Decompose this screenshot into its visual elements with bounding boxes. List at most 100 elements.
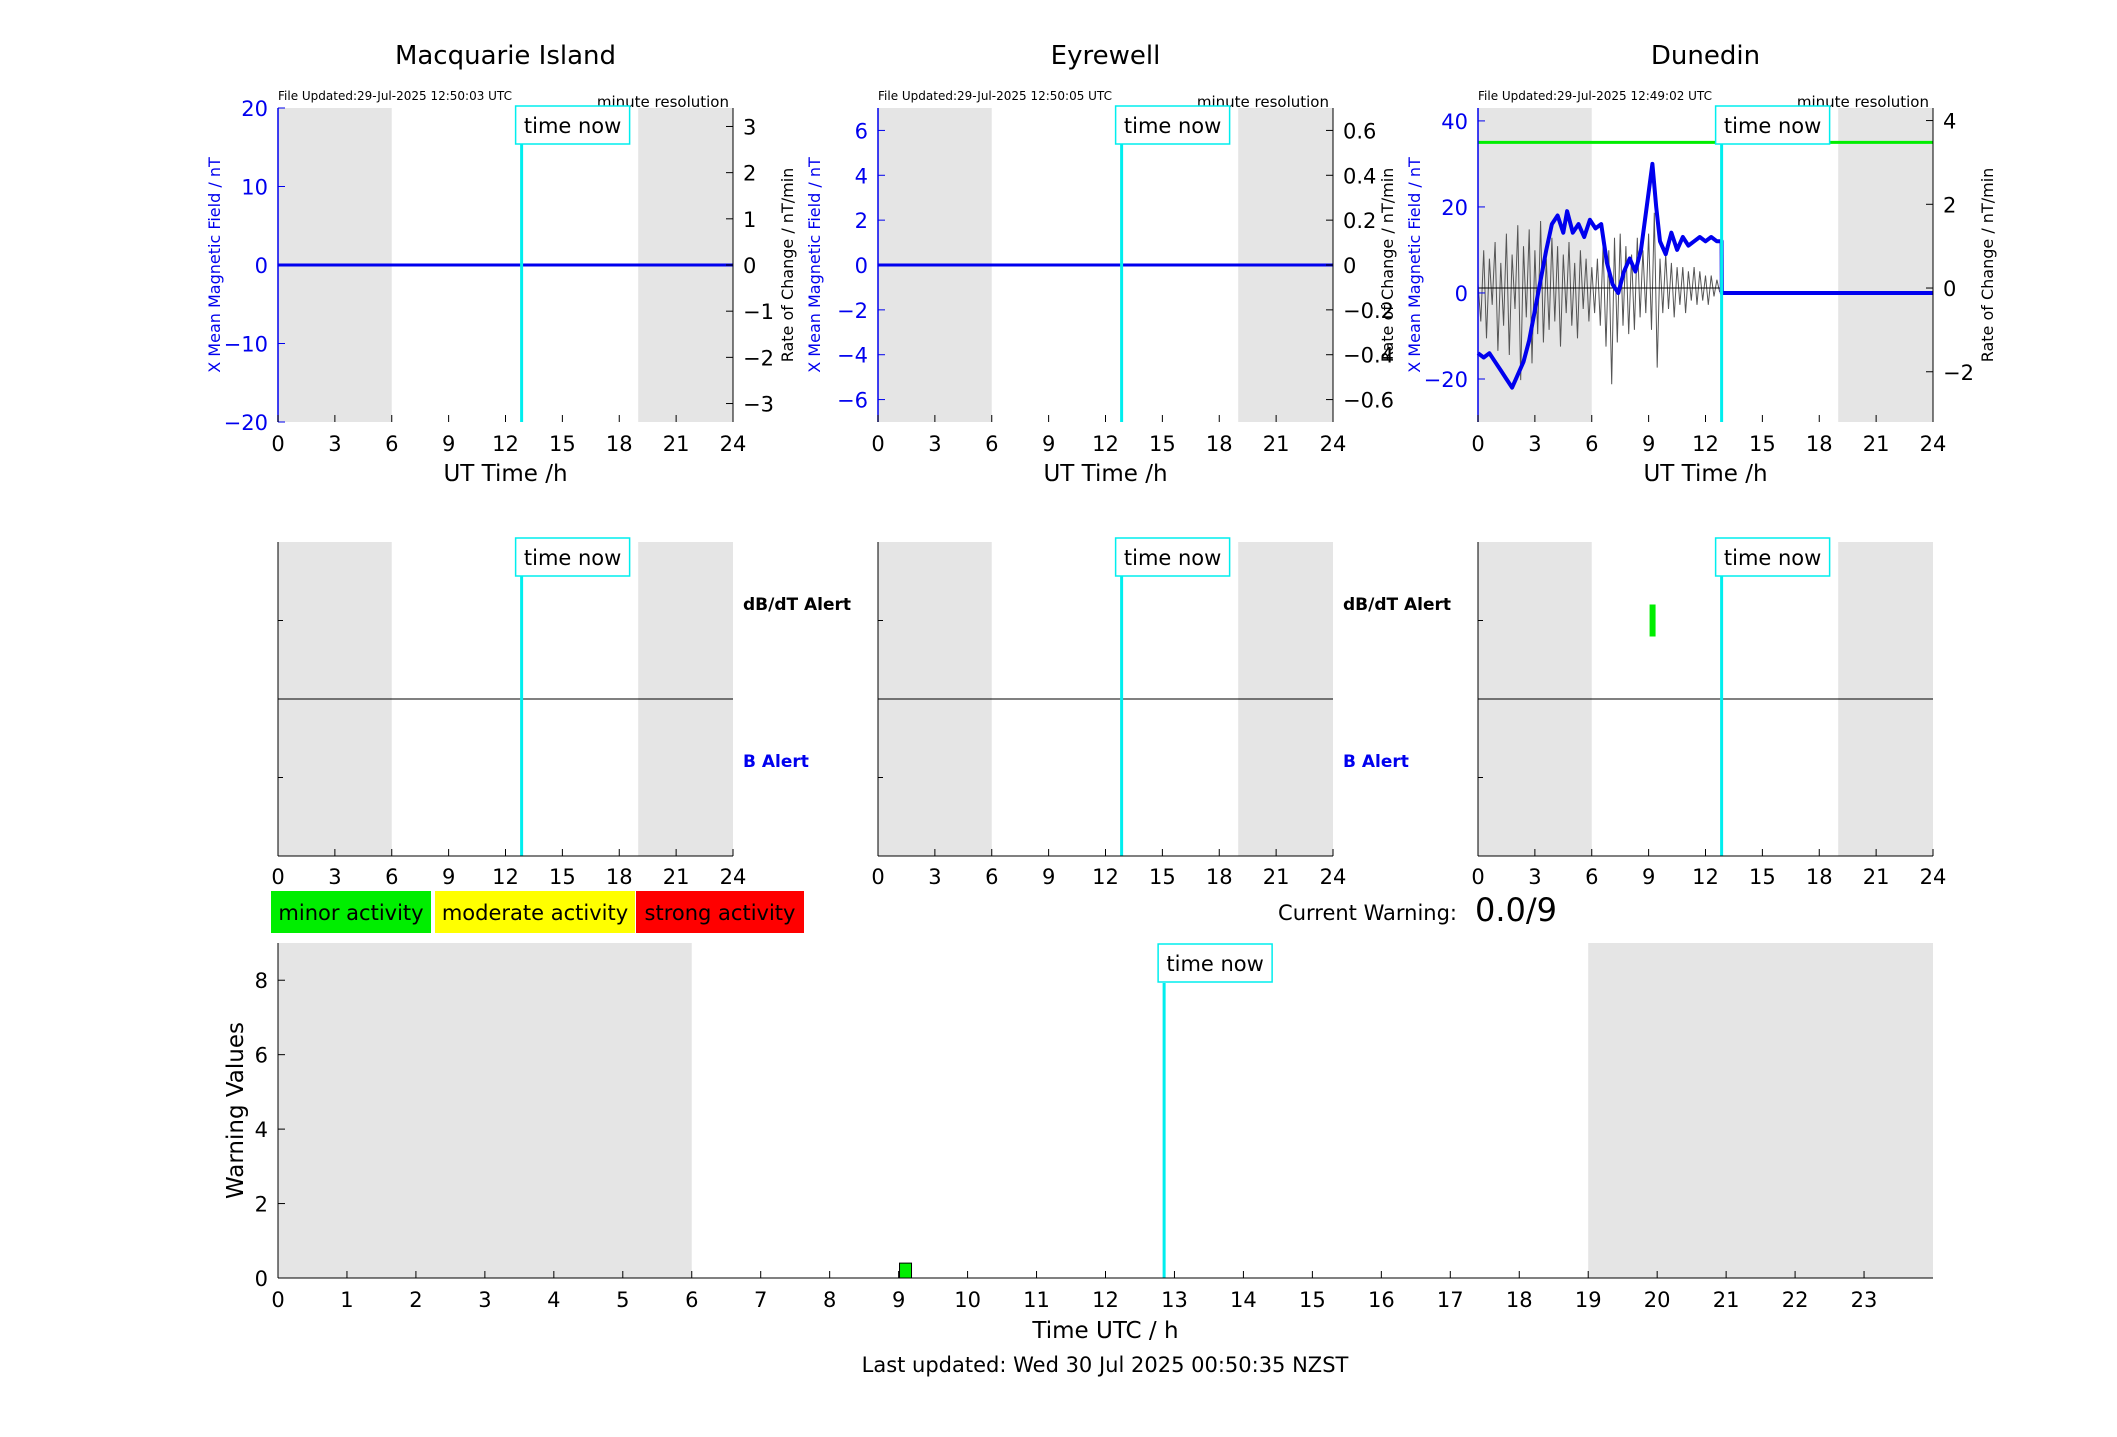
x-tick-label: 21 <box>663 865 690 889</box>
time-now-box <box>514 105 631 145</box>
x-axis-label: UT Time /h <box>1643 461 1767 487</box>
x-tick-label: 24 <box>1920 432 1947 456</box>
x-tick-label: 21 <box>1263 432 1290 456</box>
x-tick-label: 3 <box>928 432 941 456</box>
y-tick-label: −2 <box>837 299 868 323</box>
station-panel: Eyrewell File Updated:29-Jul-2025 12:50:0… <box>805 41 1451 889</box>
y2-tick-label: 0.2 <box>1343 209 1376 233</box>
x-tick-label: 3 <box>928 865 941 889</box>
x-tick-label: 0 <box>271 1288 284 1312</box>
x-tick-label: 5 <box>616 1288 629 1312</box>
x-tick-label: 20 <box>1644 1288 1671 1312</box>
x-tick-label: 15 <box>549 865 576 889</box>
b-alert-label: B Alert <box>743 752 809 772</box>
x-tick-label: 3 <box>1528 865 1541 889</box>
x-tick-label: 9 <box>442 432 455 456</box>
y-axis-label: X Mean Magnetic Field / nT <box>205 157 224 373</box>
y2-tick-label: 0.6 <box>1343 119 1376 143</box>
x-tick-label: 21 <box>1263 865 1290 889</box>
night-band <box>1838 108 1933 422</box>
x-tick-label: 12 <box>1092 1288 1119 1312</box>
y2-axis-label: Rate of Change / nT/min <box>1378 168 1397 363</box>
x-tick-label: 18 <box>1806 865 1833 889</box>
y2-tick-label: 3 <box>743 115 756 139</box>
time-now-box <box>1114 537 1231 577</box>
x-tick-label: 12 <box>492 865 519 889</box>
legend-label: strong activity <box>645 901 796 925</box>
station-panel: Dunedin File Updated:29-Jul-2025 12:49:02… <box>1405 41 1997 889</box>
activity-legend: minor activity moderate activity strong ac… <box>271 891 1557 933</box>
x-tick-label: 15 <box>1149 432 1176 456</box>
x-tick-label: 18 <box>606 865 633 889</box>
x-tick-label: 18 <box>1206 865 1233 889</box>
y2-tick-label: −1 <box>743 300 774 324</box>
y-tick-label: 4 <box>855 164 868 188</box>
x-tick-label: 2 <box>409 1288 422 1312</box>
x-tick-label: 0 <box>871 432 884 456</box>
file-updated-text: File Updated:29-Jul-2025 12:50:05 UTC <box>878 89 1112 103</box>
y-tick-label: −4 <box>837 344 868 368</box>
x-tick-label: 24 <box>720 432 747 456</box>
y2-tick-label: −0.6 <box>1343 389 1394 413</box>
rate-of-change-line <box>1477 212 1721 385</box>
y-axis-label: X Mean Magnetic Field / nT <box>805 157 824 373</box>
x-tick-label: 18 <box>1806 432 1833 456</box>
x-tick-label: 21 <box>1713 1288 1740 1312</box>
x-tick-label: 3 <box>328 865 341 889</box>
time-now-box <box>1714 537 1831 577</box>
x-tick-label: 1 <box>340 1288 353 1312</box>
x-tick-label: 24 <box>1320 432 1347 456</box>
x-tick-label: 6 <box>1585 865 1598 889</box>
x-tick-label: 3 <box>478 1288 491 1312</box>
x-tick-label: 4 <box>547 1288 560 1312</box>
dbdt-alert-label: dB/dT Alert <box>743 595 851 615</box>
x-axis-label: UT Time /h <box>443 461 567 487</box>
x-tick-label: 17 <box>1437 1288 1464 1312</box>
y-tick-label: 0 <box>255 254 268 278</box>
x-tick-label: 21 <box>1863 432 1890 456</box>
x-tick-label: 21 <box>663 432 690 456</box>
night-band <box>1588 943 1933 1278</box>
y2-tick-label: −0.4 <box>1343 344 1394 368</box>
y-tick-label: 8 <box>255 969 268 993</box>
night-band <box>278 943 692 1278</box>
time-now-label: time now <box>524 114 621 138</box>
x-tick-label: 11 <box>1023 1288 1050 1312</box>
x-tick-label: 3 <box>1528 432 1541 456</box>
y-tick-label: 20 <box>1441 196 1468 220</box>
y2-tick-label: 0 <box>1343 254 1356 278</box>
legend-swatch <box>636 891 804 933</box>
x-tick-label: 18 <box>1206 432 1233 456</box>
x-tick-label: 9 <box>442 865 455 889</box>
y-tick-label: 0 <box>1455 282 1468 306</box>
x-tick-label: 15 <box>1149 865 1176 889</box>
x-tick-label: 0 <box>271 432 284 456</box>
time-now-box <box>1714 105 1831 145</box>
x-tick-label: 24 <box>1320 865 1347 889</box>
time-now-box <box>1114 105 1231 145</box>
x-tick-label: 0 <box>271 865 284 889</box>
file-updated-text: File Updated:29-Jul-2025 12:49:02 UTC <box>1478 89 1712 103</box>
x-tick-label: 9 <box>892 1288 905 1312</box>
x-tick-label: 12 <box>492 432 519 456</box>
b-alert-label: B Alert <box>1343 752 1409 772</box>
station-title: Eyrewell <box>1051 41 1161 71</box>
station-panel: Macquarie Island File Updated:29-Jul-2025… <box>205 41 851 889</box>
x-tick-label: 18 <box>1506 1288 1533 1312</box>
y2-tick-label: −2 <box>1943 361 1974 385</box>
x-tick-label: 12 <box>1092 865 1119 889</box>
y2-tick-label: 0 <box>743 254 756 278</box>
x-tick-label: 15 <box>549 432 576 456</box>
y-tick-label: 0 <box>855 254 868 278</box>
x-tick-label: 8 <box>823 1288 836 1312</box>
x-tick-label: 19 <box>1575 1288 1602 1312</box>
x-tick-label: 9 <box>1042 865 1055 889</box>
y2-tick-label: −0.2 <box>1343 299 1394 323</box>
time-now-label: time now <box>1724 114 1821 138</box>
x-tick-label: 12 <box>1692 865 1719 889</box>
x-tick-label: 24 <box>1920 865 1947 889</box>
current-warning-label: Current Warning: <box>1278 901 1457 925</box>
station-title: Dunedin <box>1651 41 1760 71</box>
y2-tick-label: −3 <box>743 393 774 417</box>
time-now-box <box>514 537 631 577</box>
